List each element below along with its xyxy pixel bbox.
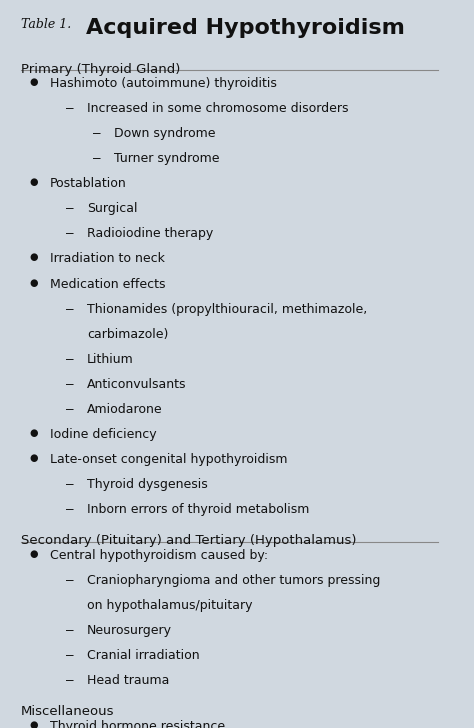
Text: Inborn errors of thyroid metabolism: Inborn errors of thyroid metabolism xyxy=(87,503,310,516)
Text: Turner syndrome: Turner syndrome xyxy=(114,152,219,165)
Text: Radioiodine therapy: Radioiodine therapy xyxy=(87,227,213,240)
Text: Postablation: Postablation xyxy=(50,177,127,190)
Text: Increased in some chromosome disorders: Increased in some chromosome disorders xyxy=(87,102,349,115)
Text: Hashimoto (autoimmune) thyroiditis: Hashimoto (autoimmune) thyroiditis xyxy=(50,77,277,90)
Text: –: – xyxy=(92,152,100,165)
Text: Late-onset congenital hypothyroidism: Late-onset congenital hypothyroidism xyxy=(50,453,287,466)
Text: ●: ● xyxy=(30,549,38,558)
Text: –: – xyxy=(65,227,73,240)
Text: Acquired Hypothyroidism: Acquired Hypothyroidism xyxy=(86,17,405,38)
Text: –: – xyxy=(65,202,73,215)
Text: –: – xyxy=(65,353,73,365)
Text: Iodine deficiency: Iodine deficiency xyxy=(50,428,156,441)
Text: Primary (Thyroid Gland): Primary (Thyroid Gland) xyxy=(21,63,180,76)
Text: Down syndrome: Down syndrome xyxy=(114,127,216,140)
Text: Anticonvulsants: Anticonvulsants xyxy=(87,378,187,391)
Text: Craniopharyngioma and other tumors pressing: Craniopharyngioma and other tumors press… xyxy=(87,574,381,587)
Text: Miscellaneous: Miscellaneous xyxy=(21,705,114,719)
Text: ●: ● xyxy=(30,253,38,263)
Text: –: – xyxy=(65,503,73,516)
Text: –: – xyxy=(65,102,73,115)
Text: Central hypothyroidism caused by:: Central hypothyroidism caused by: xyxy=(50,549,268,562)
Text: –: – xyxy=(65,674,73,687)
Text: Medication effects: Medication effects xyxy=(50,277,165,290)
Text: Surgical: Surgical xyxy=(87,202,137,215)
Text: –: – xyxy=(65,303,73,316)
Text: Cranial irradiation: Cranial irradiation xyxy=(87,649,200,662)
Text: –: – xyxy=(65,649,73,662)
Text: ●: ● xyxy=(30,428,38,438)
Text: Lithium: Lithium xyxy=(87,353,134,365)
Text: –: – xyxy=(65,574,73,587)
Text: –: – xyxy=(92,127,100,140)
Text: –: – xyxy=(65,624,73,637)
Text: Thionamides (propylthiouracil, methimazole,: Thionamides (propylthiouracil, methimazo… xyxy=(87,303,367,316)
Text: carbimazole): carbimazole) xyxy=(87,328,169,341)
Text: Irradiation to neck: Irradiation to neck xyxy=(50,253,165,266)
Text: Neurosurgery: Neurosurgery xyxy=(87,624,172,637)
Text: Head trauma: Head trauma xyxy=(87,674,170,687)
Text: ●: ● xyxy=(30,453,38,463)
Text: on hypothalamus/pituitary: on hypothalamus/pituitary xyxy=(87,599,253,612)
Text: ●: ● xyxy=(30,177,38,187)
Text: ●: ● xyxy=(30,277,38,288)
Text: Thyroid hormone resistance: Thyroid hormone resistance xyxy=(50,719,225,728)
Text: Amiodarone: Amiodarone xyxy=(87,403,163,416)
Text: ●: ● xyxy=(30,77,38,87)
Text: Table 1.: Table 1. xyxy=(21,17,71,31)
Text: Secondary (Pituitary) and Tertiary (Hypothalamus): Secondary (Pituitary) and Tertiary (Hypo… xyxy=(21,534,356,547)
Text: –: – xyxy=(65,403,73,416)
Text: –: – xyxy=(65,478,73,491)
Text: ●: ● xyxy=(30,719,38,728)
Text: –: – xyxy=(65,378,73,391)
Text: Thyroid dysgenesis: Thyroid dysgenesis xyxy=(87,478,208,491)
